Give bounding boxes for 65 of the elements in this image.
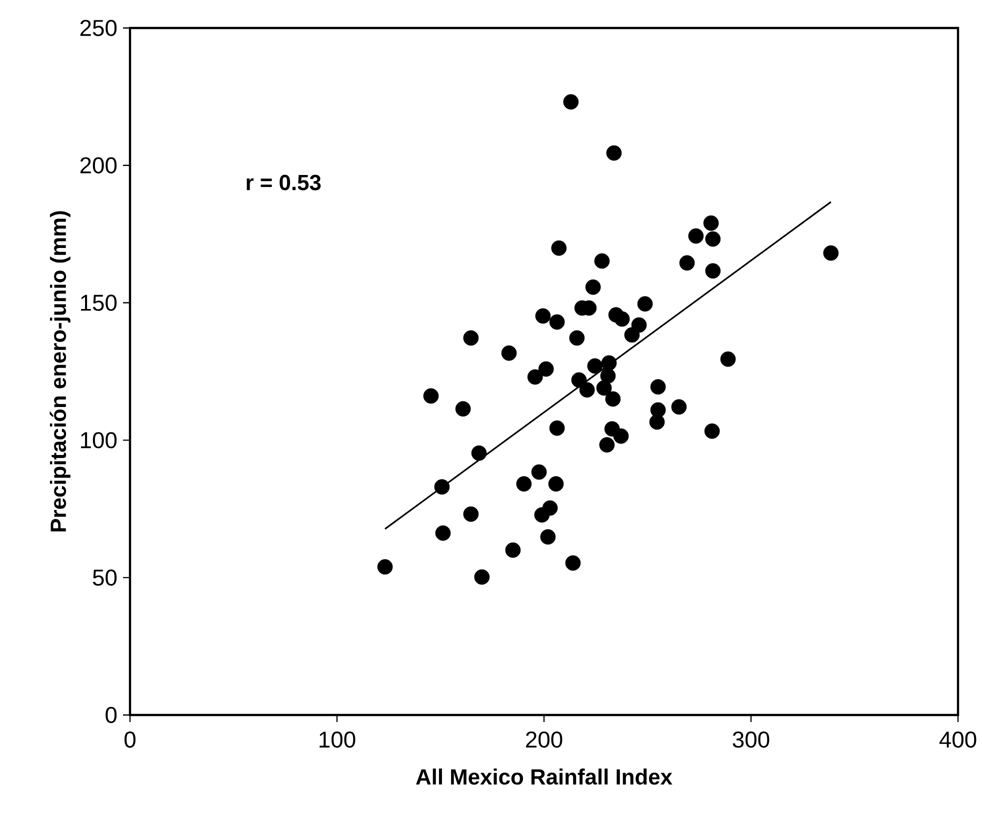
x-axis-title: All Mexico Rainfall Index	[416, 768, 672, 785]
annotation: r = 0.53	[246, 174, 321, 190]
point	[535, 308, 551, 324]
point	[548, 476, 564, 492]
point	[649, 414, 665, 430]
point	[540, 529, 556, 545]
x-tick-label: 400	[939, 732, 976, 748]
point	[471, 445, 487, 461]
point	[538, 361, 554, 377]
point	[463, 506, 479, 522]
point	[534, 507, 550, 523]
point	[720, 351, 736, 367]
point	[549, 314, 565, 330]
point	[474, 569, 490, 585]
point	[585, 279, 601, 295]
point	[423, 388, 439, 404]
point	[823, 245, 839, 261]
point	[704, 423, 720, 439]
point	[434, 479, 450, 495]
point	[569, 330, 585, 346]
point	[671, 399, 687, 415]
point	[679, 255, 695, 271]
point	[650, 379, 666, 395]
point	[463, 330, 479, 346]
point	[505, 542, 521, 558]
point	[705, 263, 721, 279]
point	[571, 372, 587, 388]
point	[563, 94, 579, 110]
point	[613, 428, 629, 444]
point	[377, 559, 393, 575]
point	[551, 240, 567, 256]
point	[579, 382, 595, 398]
y-tick-label: 250	[80, 20, 117, 36]
x-tick-label: 100	[320, 732, 356, 748]
y-tick-label: 150	[81, 294, 117, 311]
point	[596, 380, 612, 396]
point	[531, 464, 547, 480]
x-tick-label: 300	[732, 732, 770, 748]
point	[624, 327, 640, 343]
y-tick-label: 100	[81, 432, 117, 448]
x-tick-label: 200	[526, 732, 562, 748]
point	[549, 420, 565, 436]
point	[455, 401, 471, 417]
y-tick-label: 200	[80, 157, 117, 174]
point	[594, 253, 610, 269]
point	[600, 368, 616, 384]
point	[705, 231, 721, 247]
point	[637, 296, 653, 312]
point	[601, 355, 617, 371]
point	[599, 437, 615, 453]
point	[605, 391, 621, 407]
y-axis-title: Precipitación enero-junio (mm)	[50, 211, 70, 532]
point	[587, 358, 603, 374]
point	[527, 369, 543, 385]
point	[614, 311, 630, 327]
point	[703, 215, 719, 231]
point	[606, 145, 622, 161]
point	[435, 525, 451, 541]
point	[688, 228, 704, 244]
y-tick-label: 50	[92, 569, 117, 586]
x-tick-label: 0	[124, 732, 136, 748]
point	[565, 555, 581, 571]
y-tick-label: 0	[106, 706, 117, 724]
point	[516, 476, 532, 492]
point	[501, 345, 517, 361]
